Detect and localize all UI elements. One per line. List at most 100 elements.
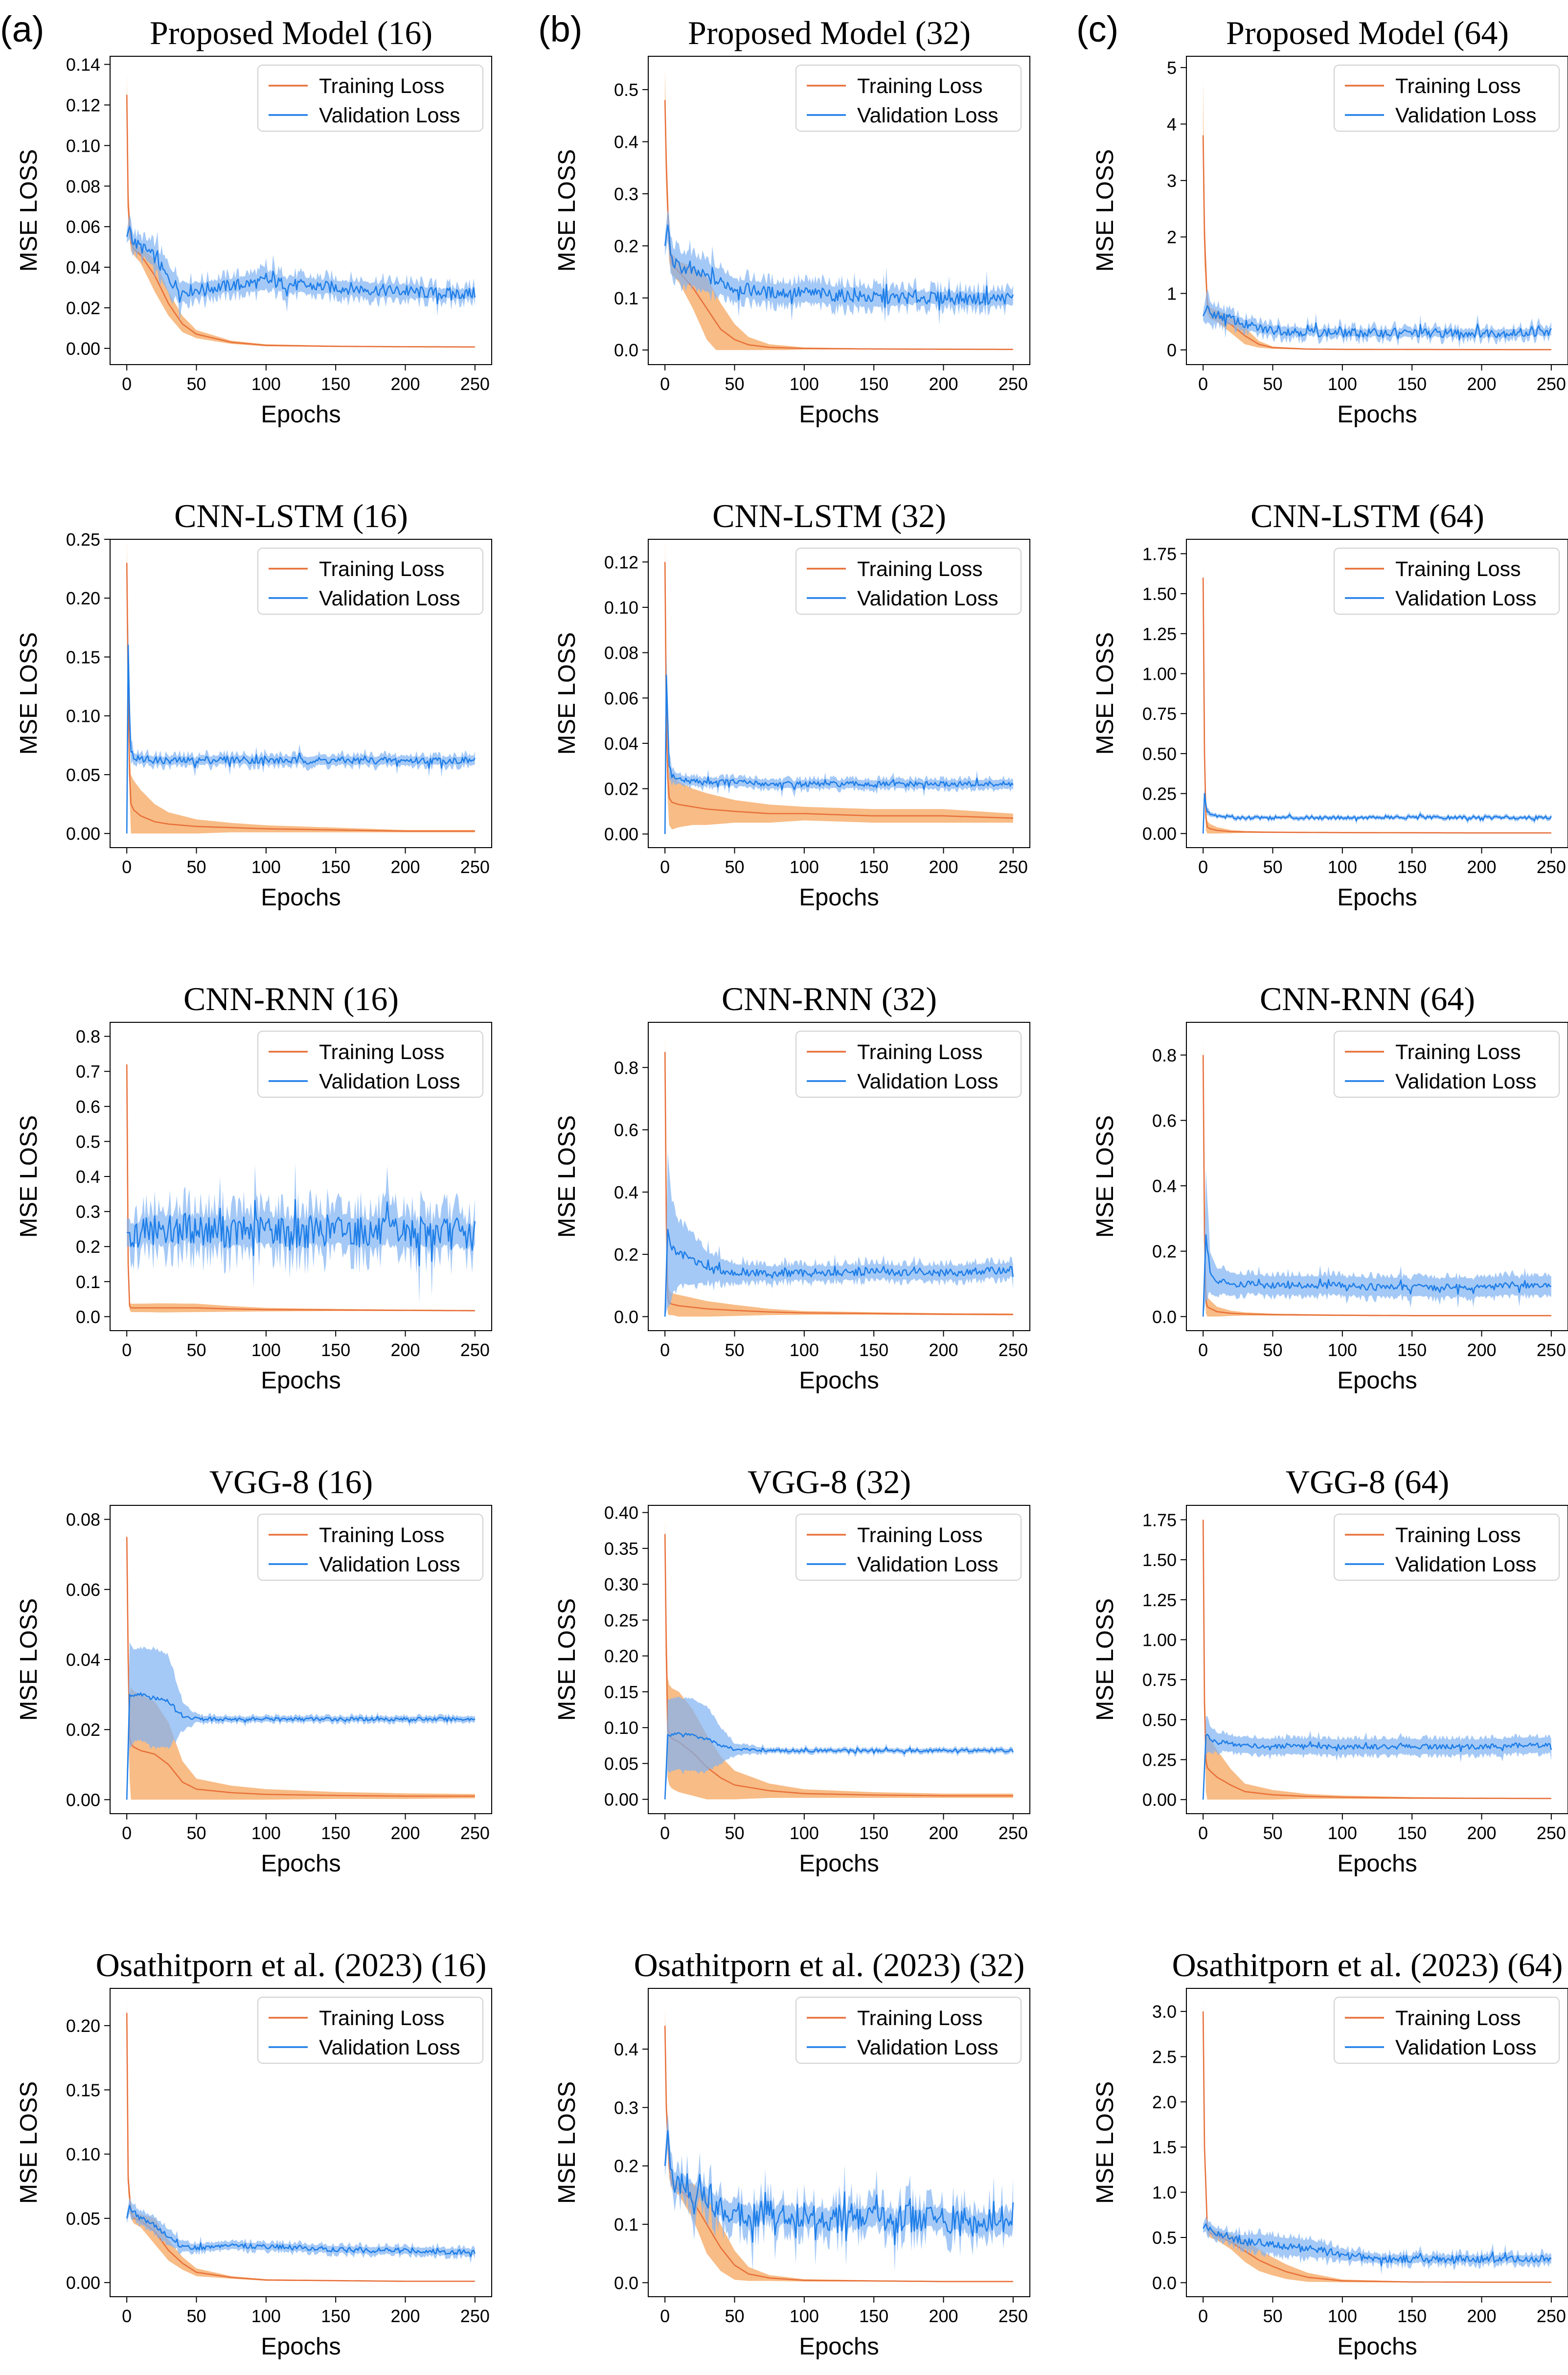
x-tick-label: 0 — [660, 2306, 670, 2326]
y-tick-label: 0.35 — [604, 1539, 638, 1559]
y-tick-label: 0.02 — [66, 1720, 100, 1740]
x-tick-label: 100 — [251, 1823, 281, 1843]
training-legend-label: Training Loss — [857, 1040, 983, 1064]
x-tick-label: 0 — [122, 2306, 132, 2326]
x-axis-label: Epochs — [1337, 401, 1417, 428]
validation-legend-label: Validation Loss — [1395, 2036, 1536, 2059]
legend-box — [795, 1514, 1022, 1581]
x-tick-label: 250 — [999, 857, 1028, 877]
x-tick-label: 200 — [929, 2306, 958, 2326]
y-tick-label: 3 — [1167, 171, 1177, 191]
plot-area — [126, 1530, 476, 1800]
validation-loss-band — [665, 209, 1013, 325]
plot-area — [664, 69, 1014, 350]
y-tick-label: 0.08 — [66, 176, 100, 196]
training-loss-line — [1202, 135, 1551, 350]
y-tick-label: 0.4 — [1152, 1176, 1177, 1196]
chart-title: VGG-8 (16) — [209, 1463, 373, 1500]
y-axis-label: MSE LOSS — [1092, 1598, 1118, 1721]
legend: Training Loss Validation Loss — [795, 65, 1022, 132]
validation-legend-label: Validation Loss — [319, 1553, 460, 1576]
y-axis-label: MSE LOSS — [1092, 1115, 1118, 1238]
y-axis-label: MSE LOSS — [16, 149, 42, 272]
chart-title: Osathitporn et al. (2023) (64) — [1172, 1946, 1563, 1983]
training-legend-label: Training Loss — [319, 557, 445, 581]
y-tick-label: 0.1 — [614, 288, 638, 308]
y-tick-label: 0.3 — [614, 2098, 638, 2118]
validation-legend-label: Validation Loss — [857, 2036, 998, 2059]
y-tick-label: 0.20 — [66, 2016, 100, 2036]
validation-legend-label: Validation Loss — [1395, 587, 1536, 610]
chart-title: Proposed Model (32) — [688, 14, 971, 51]
validation-legend-label: Validation Loss — [857, 104, 998, 127]
axes-frame — [648, 1022, 1030, 1331]
x-tick-label: 50 — [725, 857, 744, 877]
training-loss-line — [1202, 1055, 1551, 1316]
x-tick-label: 0 — [122, 1823, 132, 1843]
y-tick-label: 1.50 — [1142, 584, 1177, 604]
y-tick-label: 0.0 — [614, 2273, 638, 2293]
chart-panel-15: 0 50 100 150 200 250 0.0 0.5 1.0 1.5 2.0 2.5 3.0 Epoc… — [1092, 1946, 1568, 2360]
legend-box — [257, 65, 483, 132]
x-tick-label: 250 — [999, 2306, 1028, 2326]
y-tick-label: 0.02 — [66, 298, 100, 318]
plot-area — [126, 2000, 476, 2282]
x-axis-label: Epochs — [261, 1367, 341, 1394]
legend: Training Loss Validation Loss — [1334, 1031, 1560, 1098]
y-tick-label: 0.50 — [1142, 1710, 1177, 1730]
x-tick-label: 150 — [1397, 857, 1427, 877]
y-tick-label: 0.20 — [66, 588, 100, 608]
validation-loss-line — [664, 224, 1014, 311]
y-tick-label: 0.05 — [66, 2209, 100, 2229]
y-tick-label: 0.10 — [604, 1718, 638, 1738]
y-tick-label: 0.6 — [614, 1120, 638, 1140]
legend-box — [1334, 1997, 1560, 2064]
x-tick-label: 150 — [859, 1340, 888, 1360]
chart-title: Osathitporn et al. (2023) (32) — [634, 1946, 1025, 1983]
y-tick-label: 0.7 — [76, 1061, 100, 1082]
training-loss-line — [1202, 2011, 1551, 2283]
y-tick-label: 1.75 — [1142, 544, 1177, 564]
x-tick-label: 50 — [725, 1340, 744, 1360]
x-tick-label: 250 — [460, 1340, 490, 1360]
y-tick-label: 0.2 — [614, 1245, 638, 1265]
x-tick-label: 0 — [122, 857, 132, 877]
legend-box — [257, 1031, 483, 1098]
y-tick-label: 0.30 — [604, 1574, 638, 1594]
legend: Training Loss Validation Loss — [795, 1514, 1022, 1581]
y-tick-label: 0.04 — [66, 1650, 100, 1670]
y-axis-label: MSE LOSS — [16, 2081, 42, 2204]
y-tick-label: 1.50 — [1142, 1550, 1177, 1570]
validation-legend-label: Validation Loss — [1395, 104, 1536, 127]
y-tick-label: 1.75 — [1142, 1510, 1177, 1530]
y-tick-label: 0.5 — [614, 80, 638, 100]
y-tick-label: 0.4 — [76, 1167, 100, 1187]
legend-box — [257, 548, 483, 615]
y-tick-label: 2 — [1167, 227, 1177, 247]
chart-panel-2: 0 50 100 150 200 250 0.0 0.1 0.2 0.3 0.4 0.5 Epochs M… — [538, 9, 1030, 428]
x-tick-label: 250 — [1537, 2306, 1566, 2326]
training-legend-label: Training Loss — [319, 1040, 445, 1064]
y-tick-label: 0.08 — [604, 643, 638, 663]
x-tick-label: 50 — [1263, 1823, 1282, 1843]
x-tick-label: 50 — [186, 1340, 206, 1360]
training-loss-line — [664, 2026, 1013, 2283]
y-axis-label: MSE LOSS — [1092, 149, 1118, 272]
x-tick-label: 200 — [390, 1823, 420, 1843]
x-tick-label: 250 — [999, 1340, 1028, 1360]
plot-area — [1202, 79, 1552, 350]
legend: Training Loss Validation Loss — [257, 1031, 483, 1098]
x-tick-label: 100 — [1328, 857, 1357, 877]
y-tick-label: 0.10 — [604, 598, 638, 618]
x-tick-label: 200 — [390, 1340, 420, 1360]
y-axis-label: MSE LOSS — [1092, 632, 1118, 755]
y-tick-label: 0.1 — [614, 2214, 638, 2235]
training-loss-line — [126, 1537, 475, 1797]
x-tick-label: 100 — [790, 1823, 819, 1843]
y-tick-label: 0.2 — [614, 2156, 638, 2176]
x-tick-label: 150 — [1397, 1340, 1427, 1360]
x-tick-label: 150 — [1397, 2306, 1427, 2326]
legend: Training Loss Validation Loss — [795, 1997, 1022, 2064]
axes-frame — [1186, 1988, 1568, 2297]
